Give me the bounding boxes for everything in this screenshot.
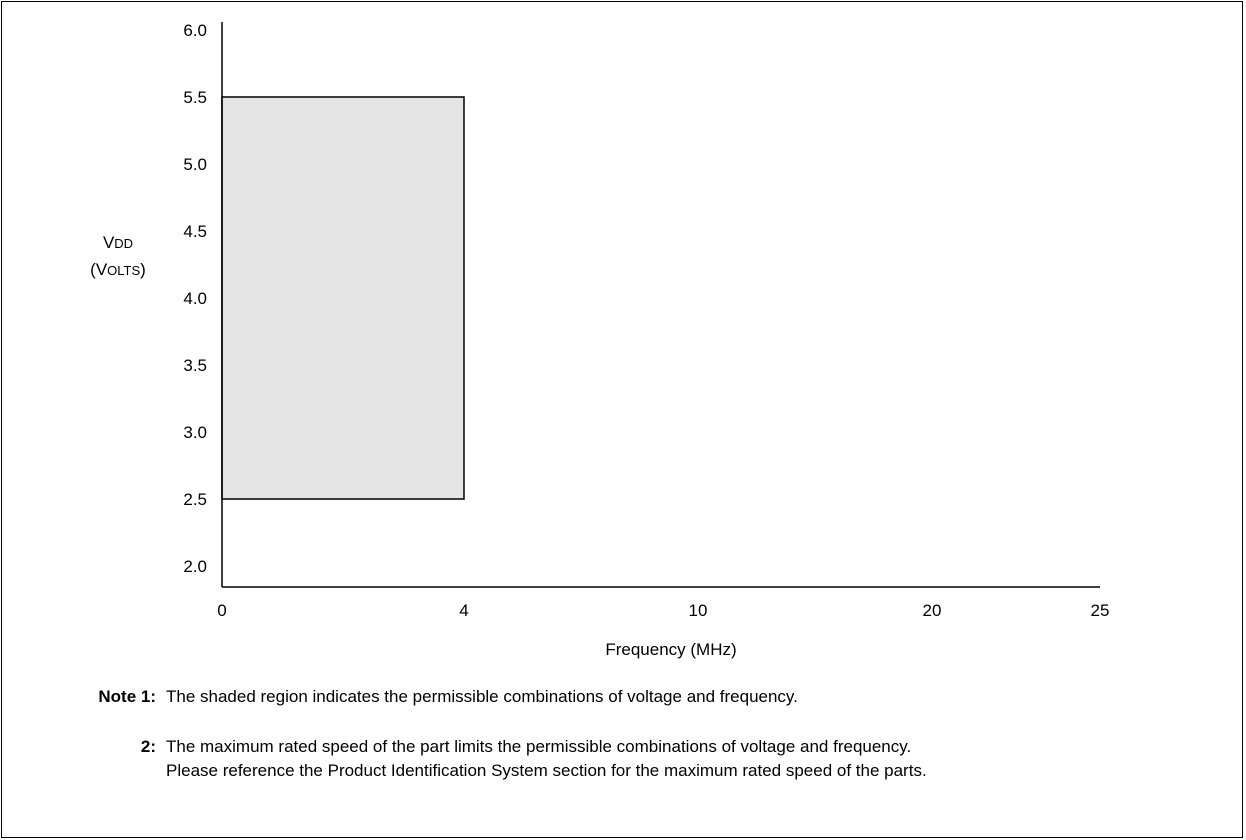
x-tick-label: 20 — [923, 601, 942, 620]
x-tick-labels: 0 4 10 20 25 — [217, 601, 1109, 620]
x-tick-label: 4 — [459, 601, 468, 620]
x-axis-label: Frequency (MHz) — [605, 640, 736, 659]
y-tick-labels: 2.0 2.5 3.0 3.5 4.0 4.5 5.0 5.5 6.0 — [183, 21, 207, 576]
y-tick-label: 3.5 — [183, 356, 207, 375]
y-tick-label: 2.0 — [183, 557, 207, 576]
y-tick-label: 4.0 — [183, 289, 207, 308]
y-axis-label-line1: VDD — [103, 233, 133, 252]
shaded-region — [221, 96, 465, 500]
y-tick-label: 4.5 — [183, 222, 207, 241]
y-tick-label: 5.0 — [183, 155, 207, 174]
x-tick-label: 10 — [689, 601, 708, 620]
y-tick-label: 3.0 — [183, 423, 207, 442]
y-axis-label-line2: (VOLTS) — [90, 260, 146, 279]
x-tick-label: 0 — [217, 601, 226, 620]
y-tick-label: 5.5 — [183, 88, 207, 107]
x-tick-label: 25 — [1091, 601, 1110, 620]
y-tick-label: 6.0 — [183, 21, 207, 40]
y-tick-label: 2.5 — [183, 490, 207, 509]
